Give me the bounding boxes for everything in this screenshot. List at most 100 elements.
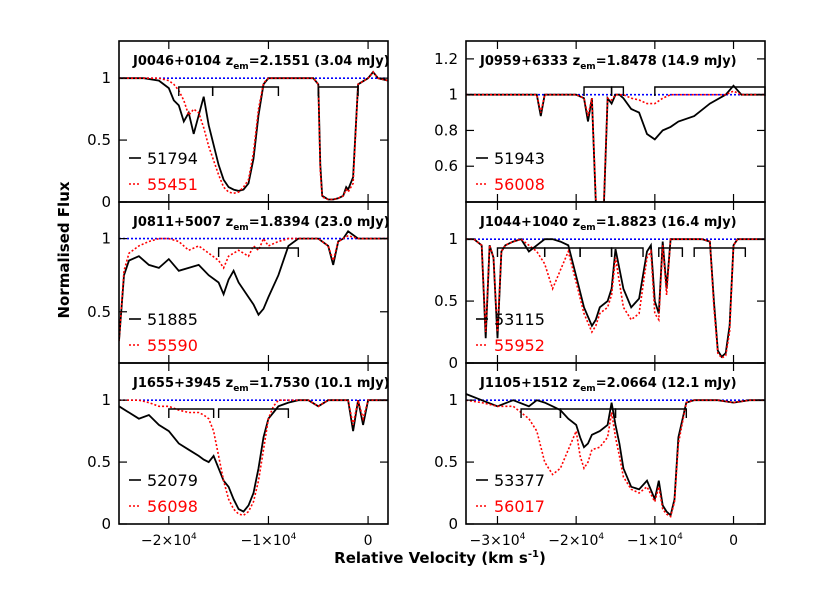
panel-title: J0811+5007 zem=1.8394 (23.0 mJy) xyxy=(132,215,390,233)
legend-entry-2: 56008 xyxy=(494,175,545,194)
spectrum-55952 xyxy=(466,238,765,360)
x-axis-label-sup: -1 xyxy=(528,549,539,560)
panel-frame xyxy=(118,362,389,525)
zem-value: =2.1551 xyxy=(249,54,315,69)
y-tick-label: 0.5 xyxy=(87,303,111,321)
flux-note: (23.0 mJy) xyxy=(314,215,389,230)
y-tick-label: 0.8 xyxy=(434,121,458,139)
zem-subscript: em xyxy=(233,62,248,72)
zem-label: z xyxy=(573,215,581,230)
panel-frame xyxy=(465,362,766,525)
legend-entry-2: 56017 xyxy=(494,497,545,516)
panel-4: 0 0.5 1 J1044+1040 zem=1.8823 (16.4 mJy) 531… xyxy=(434,201,766,372)
zem-value: =1.8478 xyxy=(596,54,662,69)
zem-subscript: em xyxy=(233,223,248,233)
quasar-name: J0046+0104 xyxy=(132,54,226,69)
y-axis-label: Normalised Flux xyxy=(55,181,73,318)
x-tick-exponent: 4 xyxy=(520,532,526,542)
y-tick-label: 1 xyxy=(448,391,458,409)
legend-entry-2: 55952 xyxy=(494,336,545,355)
legend-entry-1: 51794 xyxy=(147,149,198,168)
panel-title: J0046+0104 zem=2.1551 (3.04 mJy) xyxy=(132,54,390,72)
zem-subscript: em xyxy=(233,384,248,394)
trough-bracket-2 xyxy=(217,408,290,418)
trough-bracket-2 xyxy=(543,247,581,257)
panel-title: J0959+6333 zem=1.8478 (14.9 mJy) xyxy=(479,54,737,72)
trough-bracket-2 xyxy=(559,408,617,418)
x-tick-mantissa: −3×10 xyxy=(470,533,520,549)
trough-bracket-6 xyxy=(693,247,747,257)
x-tick-label: 0 xyxy=(364,533,373,549)
spectrum-55451 xyxy=(119,70,388,201)
x-tick-exponent: 4 xyxy=(677,532,683,542)
spectrum-55590 xyxy=(119,234,388,342)
flux-note: (16.4 mJy) xyxy=(661,215,736,230)
spectrum-52079 xyxy=(119,399,388,513)
quasar-name: J0959+6333 xyxy=(479,54,573,69)
x-axis-label-end: ) xyxy=(539,549,546,567)
x-tick-mantissa: −1×10 xyxy=(240,533,290,549)
quasar-name: J1655+3945 xyxy=(132,376,226,391)
panel-2: 0.6 0.8 1 1.2 J0959+6333 zem=1.8478 (14.9 mJ… xyxy=(434,40,766,203)
zem-label: z xyxy=(573,54,581,69)
spectrum-53115 xyxy=(466,238,765,359)
x-tick-label: −3×104 xyxy=(470,532,526,549)
y-tick-label: 0 xyxy=(448,354,458,372)
x-tick-exponent: 4 xyxy=(291,532,297,542)
trough-bracket-1 xyxy=(178,86,214,96)
y-tick-label: 1.2 xyxy=(434,50,458,68)
legend-entry-1: 53115 xyxy=(494,310,545,329)
y-tick-label: 0.5 xyxy=(87,131,111,149)
x-tick-mantissa: −1×10 xyxy=(627,533,677,549)
legend-entry-1: 51885 xyxy=(147,310,198,329)
y-tick-label: 0.5 xyxy=(434,453,458,471)
trough-bracket-1 xyxy=(168,408,215,418)
x-axis-label-main: Relative Velocity (km s xyxy=(334,549,528,567)
legend-entry-2: 55451 xyxy=(147,175,198,194)
zem-label: z xyxy=(226,215,234,230)
zem-label: z xyxy=(226,376,234,391)
x-axis-label: Relative Velocity (km s-1) xyxy=(334,549,546,567)
x-tick-exponent: 4 xyxy=(598,532,604,542)
legend-entry-2: 55590 xyxy=(147,336,198,355)
y-tick-label: 1 xyxy=(101,230,111,248)
zem-subscript: em xyxy=(580,223,595,233)
x-tick-label: −2×104 xyxy=(548,532,604,549)
trough-bracket-2 xyxy=(211,86,280,96)
zem-subscript: em xyxy=(580,384,595,394)
y-tick-label: 1 xyxy=(101,69,111,87)
flux-note: (14.9 mJy) xyxy=(661,54,736,69)
x-tick-exponent: 4 xyxy=(191,532,197,542)
trough-bracket-3 xyxy=(614,408,688,418)
y-tick-label: 1 xyxy=(448,86,458,104)
zem-value: =1.7530 xyxy=(249,376,315,391)
zem-subscript: em xyxy=(580,62,595,72)
trough-bracket-3 xyxy=(579,247,613,257)
panel-3: 0.5 1 J0811+5007 zem=1.8394 (23.0 mJy) 5188… xyxy=(87,201,390,364)
y-tick-label: 0.6 xyxy=(434,157,458,175)
spectrum-56008 xyxy=(466,90,765,202)
x-tick-label: −1×104 xyxy=(627,532,683,549)
panel-title: J1655+3945 zem=1.7530 (10.1 mJy) xyxy=(132,376,390,394)
legend-entry-1: 52079 xyxy=(147,471,198,490)
x-tick-label: −1×104 xyxy=(240,532,296,549)
quasar-name: J1105+1512 xyxy=(479,376,573,391)
panel-title: J1044+1040 zem=1.8823 (16.4 mJy) xyxy=(479,215,737,233)
y-tick-label: 0 xyxy=(101,193,111,211)
trough-bracket-5 xyxy=(658,247,684,257)
y-tick-label: 0.5 xyxy=(434,292,458,310)
panel-title: J1105+1512 zem=2.0664 (12.1 mJy) xyxy=(479,376,737,394)
y-tick-label: 1 xyxy=(448,230,458,248)
x-tick-mantissa: −2×10 xyxy=(141,533,191,549)
zem-value: =1.8823 xyxy=(596,215,662,230)
y-tick-label: 0.5 xyxy=(87,453,111,471)
quasar-name: J0811+5007 xyxy=(132,215,226,230)
trough-bracket-3 xyxy=(317,86,359,96)
x-tick-label: 0 xyxy=(729,533,738,549)
y-tick-label: 0 xyxy=(448,515,458,533)
flux-note: (10.1 mJy) xyxy=(314,376,389,391)
flux-note: (3.04 mJy) xyxy=(314,54,389,69)
legend-entry-2: 56098 xyxy=(147,497,198,516)
